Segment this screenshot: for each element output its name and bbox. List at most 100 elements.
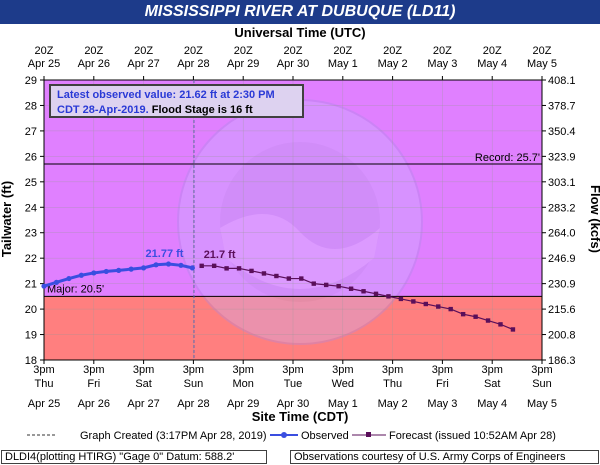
forecast-point	[386, 294, 391, 299]
bottom-tick-date: Apr 27	[127, 398, 159, 410]
forecast-point	[336, 283, 341, 289]
forecast-point	[423, 301, 428, 307]
top-tick-date: May 4	[477, 58, 507, 70]
y-tick-label: 28	[25, 100, 37, 112]
forecast-point	[448, 306, 453, 312]
top-tick-date: Apr 30	[277, 58, 309, 70]
bottom-tick-day: Wed	[332, 378, 354, 390]
flow-tick-label: 283.2	[548, 202, 576, 214]
latest-observation-date: CDT 28-Apr-2019.	[57, 104, 149, 116]
bottom-tick-time: 3pm	[232, 364, 253, 376]
observed-point	[189, 265, 195, 271]
flow-tick-label: 215.6	[548, 304, 576, 316]
observed-point	[116, 267, 122, 273]
y-tick-label: 27	[25, 126, 37, 138]
top-tick-time: 20Z	[134, 45, 153, 57]
bottom-tick-date: May 3	[427, 398, 457, 410]
bottom-tick-date: May 1	[328, 398, 358, 410]
footer-datum: DLDI4(plotting HTIRG) "Gage 0" Datum: 58…	[1, 450, 267, 464]
top-tick-time: 20Z	[433, 45, 452, 57]
forecast-point	[311, 281, 316, 286]
major-label: Major: 20.5'	[47, 283, 104, 295]
forecast-point	[274, 273, 279, 279]
flow-tick-label: 350.4	[548, 126, 576, 138]
bottom-tick-time: 3pm	[133, 364, 154, 376]
forecast-point	[460, 311, 466, 317]
bottom-tick-day: Thu	[383, 378, 402, 390]
forecast-point	[249, 268, 254, 274]
bottom-tick-time: 3pm	[33, 364, 54, 376]
bottom-tick-date: Apr 28	[177, 398, 209, 410]
forecast-point	[473, 314, 478, 319]
top-tick-time: 20Z	[184, 45, 203, 57]
left-axis-title: Tailwater (ft)	[0, 181, 14, 257]
latest-observation-line1: Latest observed value: 21.62 ft at 2:30 …	[57, 89, 275, 101]
bottom-tick-time: 3pm	[481, 364, 502, 376]
top-tick-date: Apr 28	[177, 58, 209, 70]
bottom-tick-date: May 4	[477, 398, 507, 410]
flow-tick-label: 378.7	[548, 100, 576, 112]
forecast-point	[398, 296, 404, 302]
bottom-tick-time: 3pm	[531, 364, 552, 376]
forecast-point	[485, 318, 491, 323]
flow-tick-label: 303.1	[548, 177, 576, 189]
y-tick-label: 23	[25, 228, 37, 240]
forecast-point	[361, 289, 366, 294]
forecast-point	[373, 291, 379, 297]
top-tick-date: May 1	[328, 58, 358, 70]
bottom-tick-day: Sun	[184, 378, 204, 390]
flow-tick-label: 186.3	[548, 355, 576, 367]
y-tick-label: 25	[25, 177, 37, 189]
observed-peak-label: 21.77 ft	[146, 248, 184, 260]
legend-graph-created-label: Graph Created (3:17PM Apr 28, 2019)	[80, 430, 267, 442]
bottom-tick-time: 3pm	[183, 364, 204, 376]
legend-observed-marker	[281, 432, 287, 438]
observed-point	[103, 268, 109, 275]
y-tick-label: 20	[25, 304, 37, 316]
forecast-point	[224, 266, 229, 271]
forecast-point	[236, 266, 242, 271]
bottom-tick-date: May 5	[527, 398, 557, 410]
y-tick-label: 29	[25, 75, 37, 87]
top-tick-time: 20Z	[35, 45, 54, 57]
y-tick-label: 19	[25, 330, 37, 342]
forecast-point	[348, 286, 354, 291]
flow-tick-label: 408.1	[548, 75, 576, 87]
top-tick-date: Apr 27	[127, 58, 159, 70]
forecast-start-label: 21.7 ft	[204, 249, 236, 261]
top-tick-time: 20Z	[234, 45, 253, 57]
legend-observed-label: Observed	[301, 430, 349, 442]
top-axis-title: Universal Time (UTC)	[234, 25, 365, 40]
forecast-point	[286, 276, 292, 281]
legend-forecast-label: Forecast (issued 10:52AM Apr 28)	[389, 430, 556, 442]
top-tick-time: 20Z	[333, 45, 352, 57]
top-tick-date: May 5	[527, 58, 557, 70]
y-tick-label: 24	[25, 202, 37, 214]
bottom-tick-day: Thu	[35, 378, 54, 390]
observed-point	[66, 275, 72, 282]
forecast-point	[498, 322, 503, 327]
observed-point	[141, 265, 147, 271]
flow-tick-label: 323.9	[548, 151, 576, 163]
y-tick-label: 22	[25, 253, 37, 265]
bottom-tick-date: Apr 26	[78, 398, 110, 410]
top-tick-date: Apr 29	[227, 58, 259, 70]
top-tick-date: May 3	[427, 58, 457, 70]
bottom-tick-day: Mon	[232, 378, 253, 390]
forecast-point	[510, 327, 516, 332]
observed-point	[53, 279, 60, 285]
bottom-tick-time: 3pm	[282, 364, 303, 376]
bottom-tick-day: Sat	[484, 378, 501, 390]
bottom-tick-time: 3pm	[382, 364, 403, 376]
forecast-point	[299, 276, 304, 281]
observed-point	[165, 261, 172, 267]
top-tick-time: 20Z	[383, 45, 402, 57]
bottom-tick-date: Apr 30	[277, 398, 309, 410]
bottom-tick-time: 3pm	[432, 364, 453, 376]
observed-point	[91, 270, 97, 276]
chart-title: MISSISSIPPI RIVER AT DUBUQUE (LD11)	[0, 0, 600, 24]
legend-forecast-marker	[366, 432, 371, 437]
bottom-axis-title: Site Time (CDT)	[252, 409, 349, 424]
